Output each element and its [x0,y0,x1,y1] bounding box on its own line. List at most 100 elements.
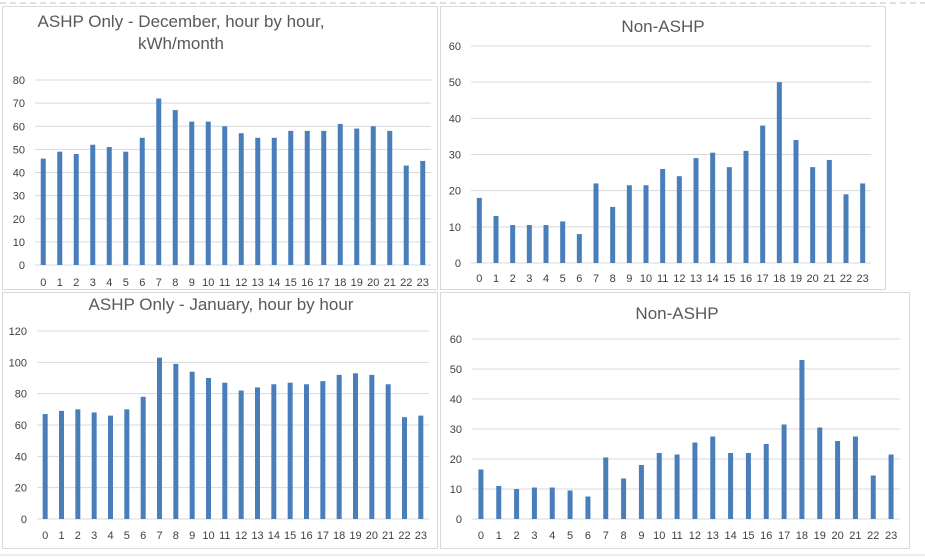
x-tick-label: 4 [106,277,112,289]
bar [287,382,293,519]
bar [59,410,64,519]
x-tick-label: 17 [757,273,769,285]
x-tick-label: 10 [653,530,665,542]
bar [760,125,766,263]
bar [73,154,79,265]
x-tick-label: 7 [156,530,162,542]
x-tick-label: 11 [219,277,230,289]
bar [852,436,858,519]
x-tick-label: 9 [189,530,195,542]
x-tick-label: 19 [814,530,826,542]
bar [656,453,662,519]
bar [385,384,391,519]
bar [626,185,632,263]
x-tick-label: 4 [549,530,555,542]
bar [354,128,360,265]
chart-non-ashp-top[interactable]: Non-ASHP 0 10 20 30 40 50 60 0 1 2 3 4 5 6 7 8 9 10 11 12 13 1… [440,6,886,290]
bar [337,123,343,265]
bar [763,444,769,519]
bar [728,453,734,519]
y-tick-label: 60 [450,334,462,346]
x-tick-label: 16 [300,530,312,542]
bar [108,415,113,519]
x-tick-label: 21 [382,530,394,542]
y-tick-label: 50 [449,77,461,89]
y-tick-label: 40 [15,451,27,463]
x-tick-label: 15 [742,530,754,542]
x-tick-label: 14 [268,277,280,289]
bar [660,168,666,263]
bar [336,374,342,519]
chart-title: Non-ASHP [621,17,704,36]
x-tick-label: 8 [172,277,178,289]
bar [387,130,393,265]
y-tick-label: 50 [450,364,462,376]
bar [369,374,375,519]
x-tick-label: 8 [621,530,627,542]
x-tick-label: 20 [367,277,379,289]
x-tick-label: 0 [478,530,484,542]
chart-ashp-january[interactable]: ASHP Only - January, hour by hour 0 20 40 60… [2,292,438,549]
bar [57,151,63,265]
y-tick-label: 30 [450,424,462,436]
x-tick-label: 11 [219,530,230,542]
bar [106,147,112,265]
x-tick-label: 18 [773,273,785,285]
x-tick-label: 17 [778,530,790,542]
bar [543,225,549,263]
x-tick-label: 0 [42,530,48,542]
y-tick-label: 120 [9,326,27,338]
x-tick-label: 6 [139,277,145,289]
x-tick-label: 6 [576,273,582,285]
y-tick-label: 80 [13,75,25,87]
bar [255,387,260,519]
x-tick-label: 0 [476,273,482,285]
x-tick-label: 5 [567,530,573,542]
bar [776,82,782,264]
bar [710,152,716,263]
x-tick-label: 12 [673,273,685,285]
x-tick-label: 18 [334,277,346,289]
y-tick-label: 30 [449,150,461,162]
bar [271,137,277,265]
x-tick-label: 18 [333,530,345,542]
bar [40,158,46,265]
bar [205,121,211,265]
x-tick-label: 9 [638,530,644,542]
bar [610,206,616,263]
x-tick-label: 15 [284,530,296,542]
x-tick-label: 14 [724,530,736,542]
x-tick-label: 17 [317,530,329,542]
x-tick-label: 4 [543,273,549,285]
x-tick-label: 20 [366,530,378,542]
x-tick-label: 12 [235,277,247,289]
bar [726,167,732,263]
bar [888,454,894,519]
bar [304,384,309,519]
x-tick-label: 0 [40,277,46,289]
x-tick-label: 6 [140,530,146,542]
bar [321,130,327,265]
bar [603,457,609,519]
chart-ashp-december[interactable]: ASHP Only - December, hour by hour, kWh/m… [2,6,438,290]
chart-non-ashp-bottom[interactable]: Non-ASHP 0 10 20 30 40 50 60 0 1 2 3 4 5 6 7 8 9 10 11 12 13 1… [440,292,910,549]
x-tick-label: 13 [252,277,264,289]
bar [420,160,426,265]
bar [514,489,520,519]
bar [403,165,409,265]
y-tick-label: 0 [19,260,25,272]
bar [817,427,823,519]
x-tick-label: 22 [840,273,852,285]
x-tick-label: 1 [58,530,64,542]
x-tick-label: 21 [849,530,861,542]
bar [140,396,146,519]
x-tick-label: 14 [268,530,280,542]
x-tick-label: 22 [398,530,410,542]
x-tick-label: 7 [593,273,599,285]
bar [560,221,566,263]
x-tick-label: 7 [603,530,609,542]
bar [124,409,130,519]
y-tick-label: 0 [455,258,461,270]
bar [370,126,376,265]
